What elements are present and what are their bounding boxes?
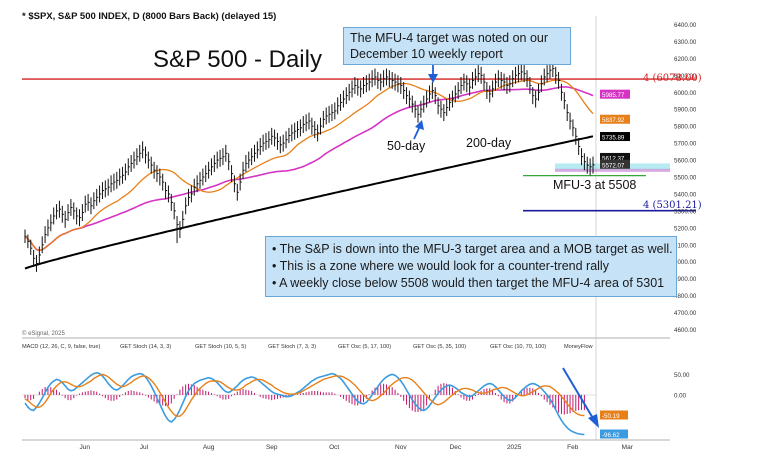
note-line: • A weekly close below 5508 would then t… — [272, 276, 665, 290]
macd-value-badge — [600, 410, 628, 420]
price-value-badge — [600, 132, 630, 142]
macd-value-badge — [600, 429, 628, 439]
x-axis-tick: Aug — [203, 444, 215, 451]
price-axis-tick: 5800.00 — [674, 124, 697, 131]
price-value-label: 5985.77 — [602, 92, 625, 99]
level-4-upper-label: 4 (6078.00) — [643, 73, 702, 84]
price-value-label: 5735.89 — [602, 135, 625, 142]
macd-line — [24, 371, 585, 436]
price-axis-tick: 5300.00 — [674, 208, 697, 215]
macd-value-label: -50.19 — [602, 413, 620, 420]
symbol-header: * $SPX, S&P 500 INDEX, D (8000 Bars Back… — [22, 11, 277, 22]
two-hundred-day-label: 200-day — [466, 136, 512, 150]
analysis-notes-callout: • The S&P is down into the MFU-3 target … — [265, 236, 677, 297]
chart-title: S&P 500 - Daily — [153, 46, 322, 73]
tab-get-osc-10-70[interactable]: GET Osc (10, 70, 100) — [490, 344, 547, 350]
note-line: • The S&P is down into the MFU-3 target … — [272, 242, 673, 256]
x-axis-tick: Feb — [567, 444, 579, 451]
ma-50-line — [24, 86, 594, 252]
price-axis-tick: 6200.00 — [674, 56, 697, 63]
price-axis-tick: 5200.00 — [674, 225, 697, 232]
price-value-badge — [600, 114, 630, 124]
price-axis-tick: 5400.00 — [674, 191, 697, 198]
price-axis-tick: 4700.00 — [674, 310, 697, 317]
macd-axis-tick: 0.00 — [674, 392, 687, 399]
price-axis-tick: 4900.00 — [674, 276, 697, 283]
x-axis-tick: Jul — [140, 444, 149, 451]
price-axis-tick: 5700.00 — [674, 141, 697, 148]
copyright: © eSignal, 2025 — [22, 331, 65, 337]
price-value-label: 5572.07 — [602, 162, 625, 169]
ma-200-line — [24, 135, 594, 270]
price-value-label: 5612.37 — [602, 155, 625, 162]
macd-value-label: -96.62 — [602, 432, 620, 439]
tab-get-osc-5-17[interactable]: GET Osc (5, 17, 100) — [338, 344, 392, 350]
mfu4-arrow-head — [428, 74, 438, 83]
x-axis-tick: 2025 — [507, 444, 522, 451]
x-axis-tick: Oct — [329, 444, 339, 451]
tab-get-stoch-10[interactable]: GET Stoch (10, 5, 5) — [195, 344, 247, 350]
price-axis-tick: 4800.00 — [674, 293, 697, 300]
tab-get-stoch-7[interactable]: GET Stoch (7, 3, 3) — [268, 344, 317, 350]
price-value-label: 5837.92 — [602, 117, 625, 124]
macd-down-arrow-head — [588, 414, 599, 428]
fifty-day-arrow-head — [415, 120, 424, 130]
price-value-badge — [600, 159, 630, 169]
macd-axis-tick: 50.00 — [674, 372, 690, 379]
macd-down-arrow-shaft — [562, 367, 595, 421]
price-value-badge — [600, 89, 630, 99]
level-4-lower-label: 4 (5301.21) — [643, 200, 702, 211]
mfu4-note-callout: The MFU-4 target was noted on our Decemb… — [343, 27, 571, 65]
macd-signal-line — [24, 373, 585, 417]
tab-get-stoch-14[interactable]: GET Stoch (14, 3, 3) — [120, 344, 172, 350]
price-axis-tick: 4600.00 — [674, 327, 697, 334]
x-axis-tick: Nov — [395, 444, 407, 451]
price-axis-tick: 6100.00 — [674, 73, 697, 80]
price-axis-tick: 6000.00 — [674, 90, 697, 97]
indicator-tab-bar: MACD (12, 26, C, 9, false, true) GET Sto… — [20, 343, 670, 355]
fifty-day-label: 50-day — [387, 139, 426, 153]
x-axis-tick: Sep — [266, 444, 278, 451]
price-axis-tick: 5100.00 — [674, 242, 697, 249]
x-axis-tick: Mar — [622, 444, 634, 451]
price-axis-tick: 5900.00 — [674, 107, 697, 114]
price-value-badge — [600, 152, 630, 162]
x-axis-tick: Dec — [450, 444, 462, 451]
tab-macd[interactable]: MACD (12, 26, C, 9, false, true) — [22, 344, 101, 350]
mfu3-label: MFU-3 at 5508 — [553, 178, 637, 192]
mob-zone-purple — [555, 168, 670, 172]
mfu4-note-text: The MFU-4 target was noted on our Decemb… — [350, 31, 549, 61]
price-axis-tick: 5500.00 — [674, 175, 697, 182]
x-axis-tick: Jun — [80, 444, 91, 451]
tab-moneyflow[interactable]: MoneyFlow — [564, 344, 593, 350]
ma-20-line — [24, 79, 594, 252]
price-axis-tick: 5000.00 — [674, 259, 697, 266]
tab-get-osc-5-35[interactable]: GET Osc (5, 35, 100) — [413, 344, 467, 350]
note-line: • This is a zone where we would look for… — [272, 259, 609, 273]
price-axis-tick: 6300.00 — [674, 39, 697, 46]
price-axis-tick: 5600.00 — [674, 158, 697, 165]
price-axis-tick: 6400.00 — [674, 22, 697, 29]
